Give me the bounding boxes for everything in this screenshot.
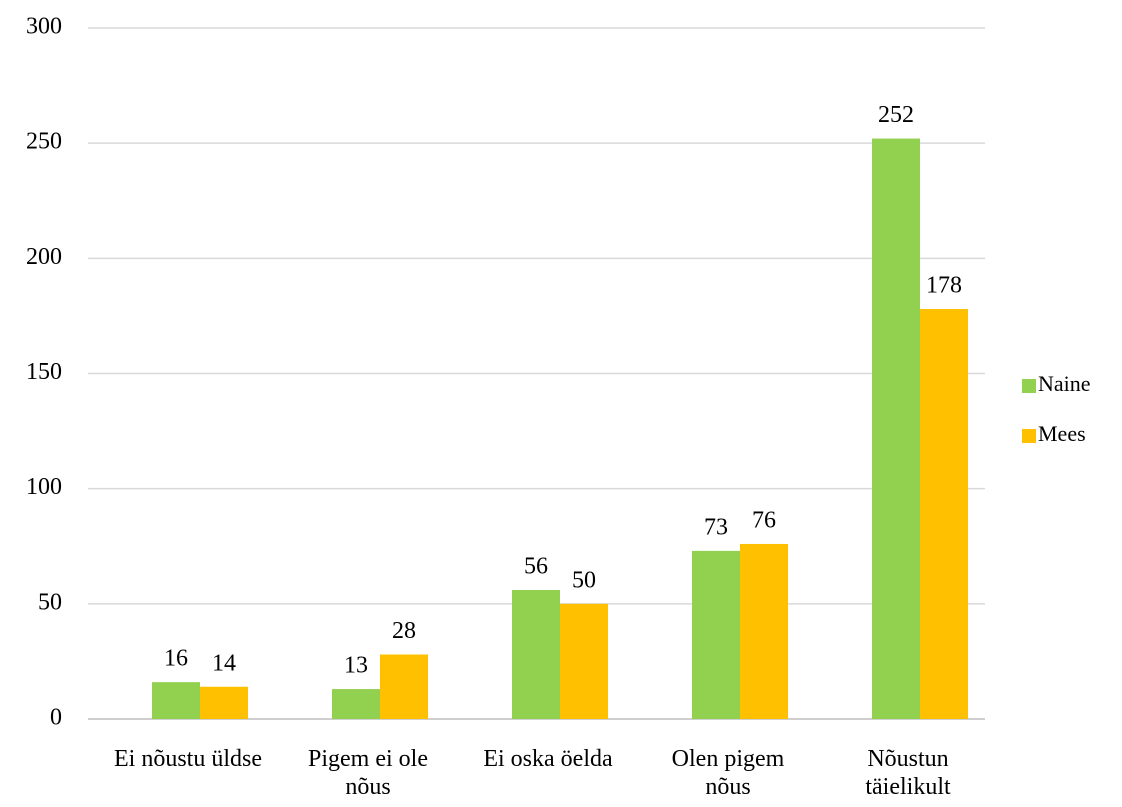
value-label: 28 — [392, 618, 416, 644]
value-label: 50 — [572, 567, 596, 593]
x-tick-label: Nõustun täielikult — [865, 746, 951, 800]
value-label: 76 — [752, 507, 776, 533]
bar — [512, 590, 560, 719]
y-tick-label: 50 — [38, 589, 62, 615]
legend-label: Mees — [1038, 421, 1086, 446]
x-tick-label: Ei nõustu üldse — [114, 746, 262, 772]
value-label: 16 — [164, 646, 188, 672]
y-tick-label: 0 — [50, 705, 62, 731]
x-tick-label: Ei oska öelda — [483, 746, 613, 772]
bar — [152, 682, 200, 719]
bar — [692, 550, 740, 719]
bar — [380, 654, 428, 719]
y-tick-label: 200 — [26, 244, 62, 270]
value-label: 14 — [212, 650, 236, 676]
y-tick-label: 250 — [26, 129, 62, 155]
legend-swatch — [1022, 429, 1036, 443]
value-label: 56 — [524, 554, 548, 580]
legend-swatch — [1022, 379, 1036, 393]
value-label: 178 — [926, 273, 962, 299]
x-tick-label: Olen pigem nõus — [671, 746, 785, 800]
value-label: 13 — [344, 653, 368, 679]
legend-label: Naine — [1038, 371, 1091, 396]
y-tick-label: 150 — [26, 359, 62, 385]
x-tick-label: Pigem ei ole nõus — [308, 746, 428, 800]
bar — [332, 689, 380, 719]
y-tick-label: 300 — [26, 14, 62, 40]
y-tick-label: 100 — [26, 474, 62, 500]
bar — [560, 603, 608, 719]
value-label: 73 — [704, 514, 728, 540]
value-label: 252 — [878, 102, 914, 128]
bar — [872, 138, 920, 719]
bar — [740, 543, 788, 719]
bar — [920, 309, 968, 719]
bar — [200, 686, 248, 719]
